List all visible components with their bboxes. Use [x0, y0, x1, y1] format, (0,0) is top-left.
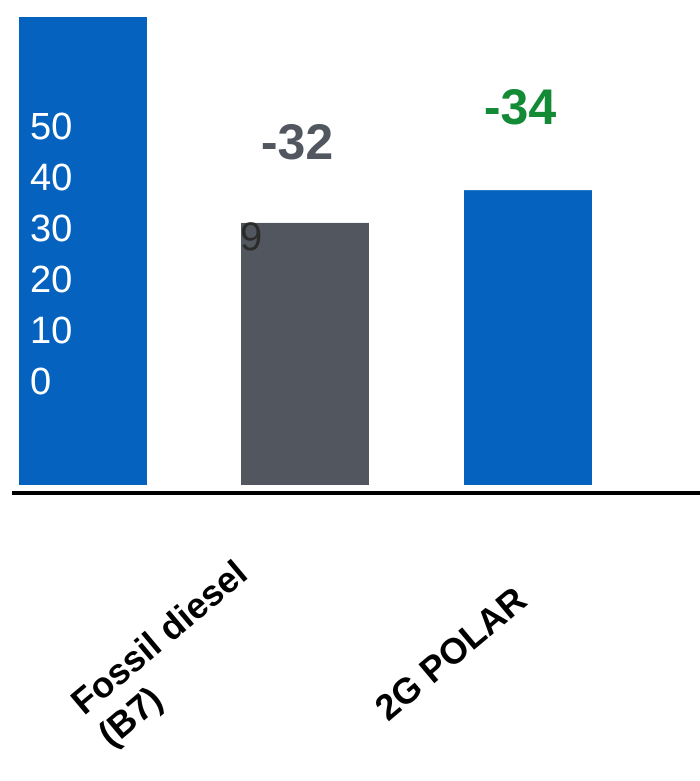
delta-label-2g-polar: -34 — [484, 79, 556, 135]
bar-fossil-diesel — [241, 222, 369, 486]
y-tick-label-40: 40 — [30, 157, 72, 199]
bar-inside-label: 9 — [240, 215, 262, 259]
y-tick-label-50: 50 — [30, 106, 72, 148]
y-tick-label-30: 30 — [30, 208, 72, 250]
bar-2g-polar — [464, 190, 592, 485]
delta-label-fossil-diesel: -32 — [261, 114, 333, 170]
category-label-2g-polar: 2G POLAR — [367, 578, 534, 728]
y-tick-label-10: 10 — [30, 310, 72, 352]
category-label-fossil-diesel: Fossil diesel (B7) — [63, 545, 290, 754]
y-tick-label-20: 20 — [30, 259, 72, 301]
bars-group — [19, 17, 592, 486]
bar-reference — [19, 17, 147, 485]
y-tick-labels: 50 40 30 20 10 0 — [30, 106, 72, 403]
y-tick-label-0: 0 — [30, 361, 51, 403]
